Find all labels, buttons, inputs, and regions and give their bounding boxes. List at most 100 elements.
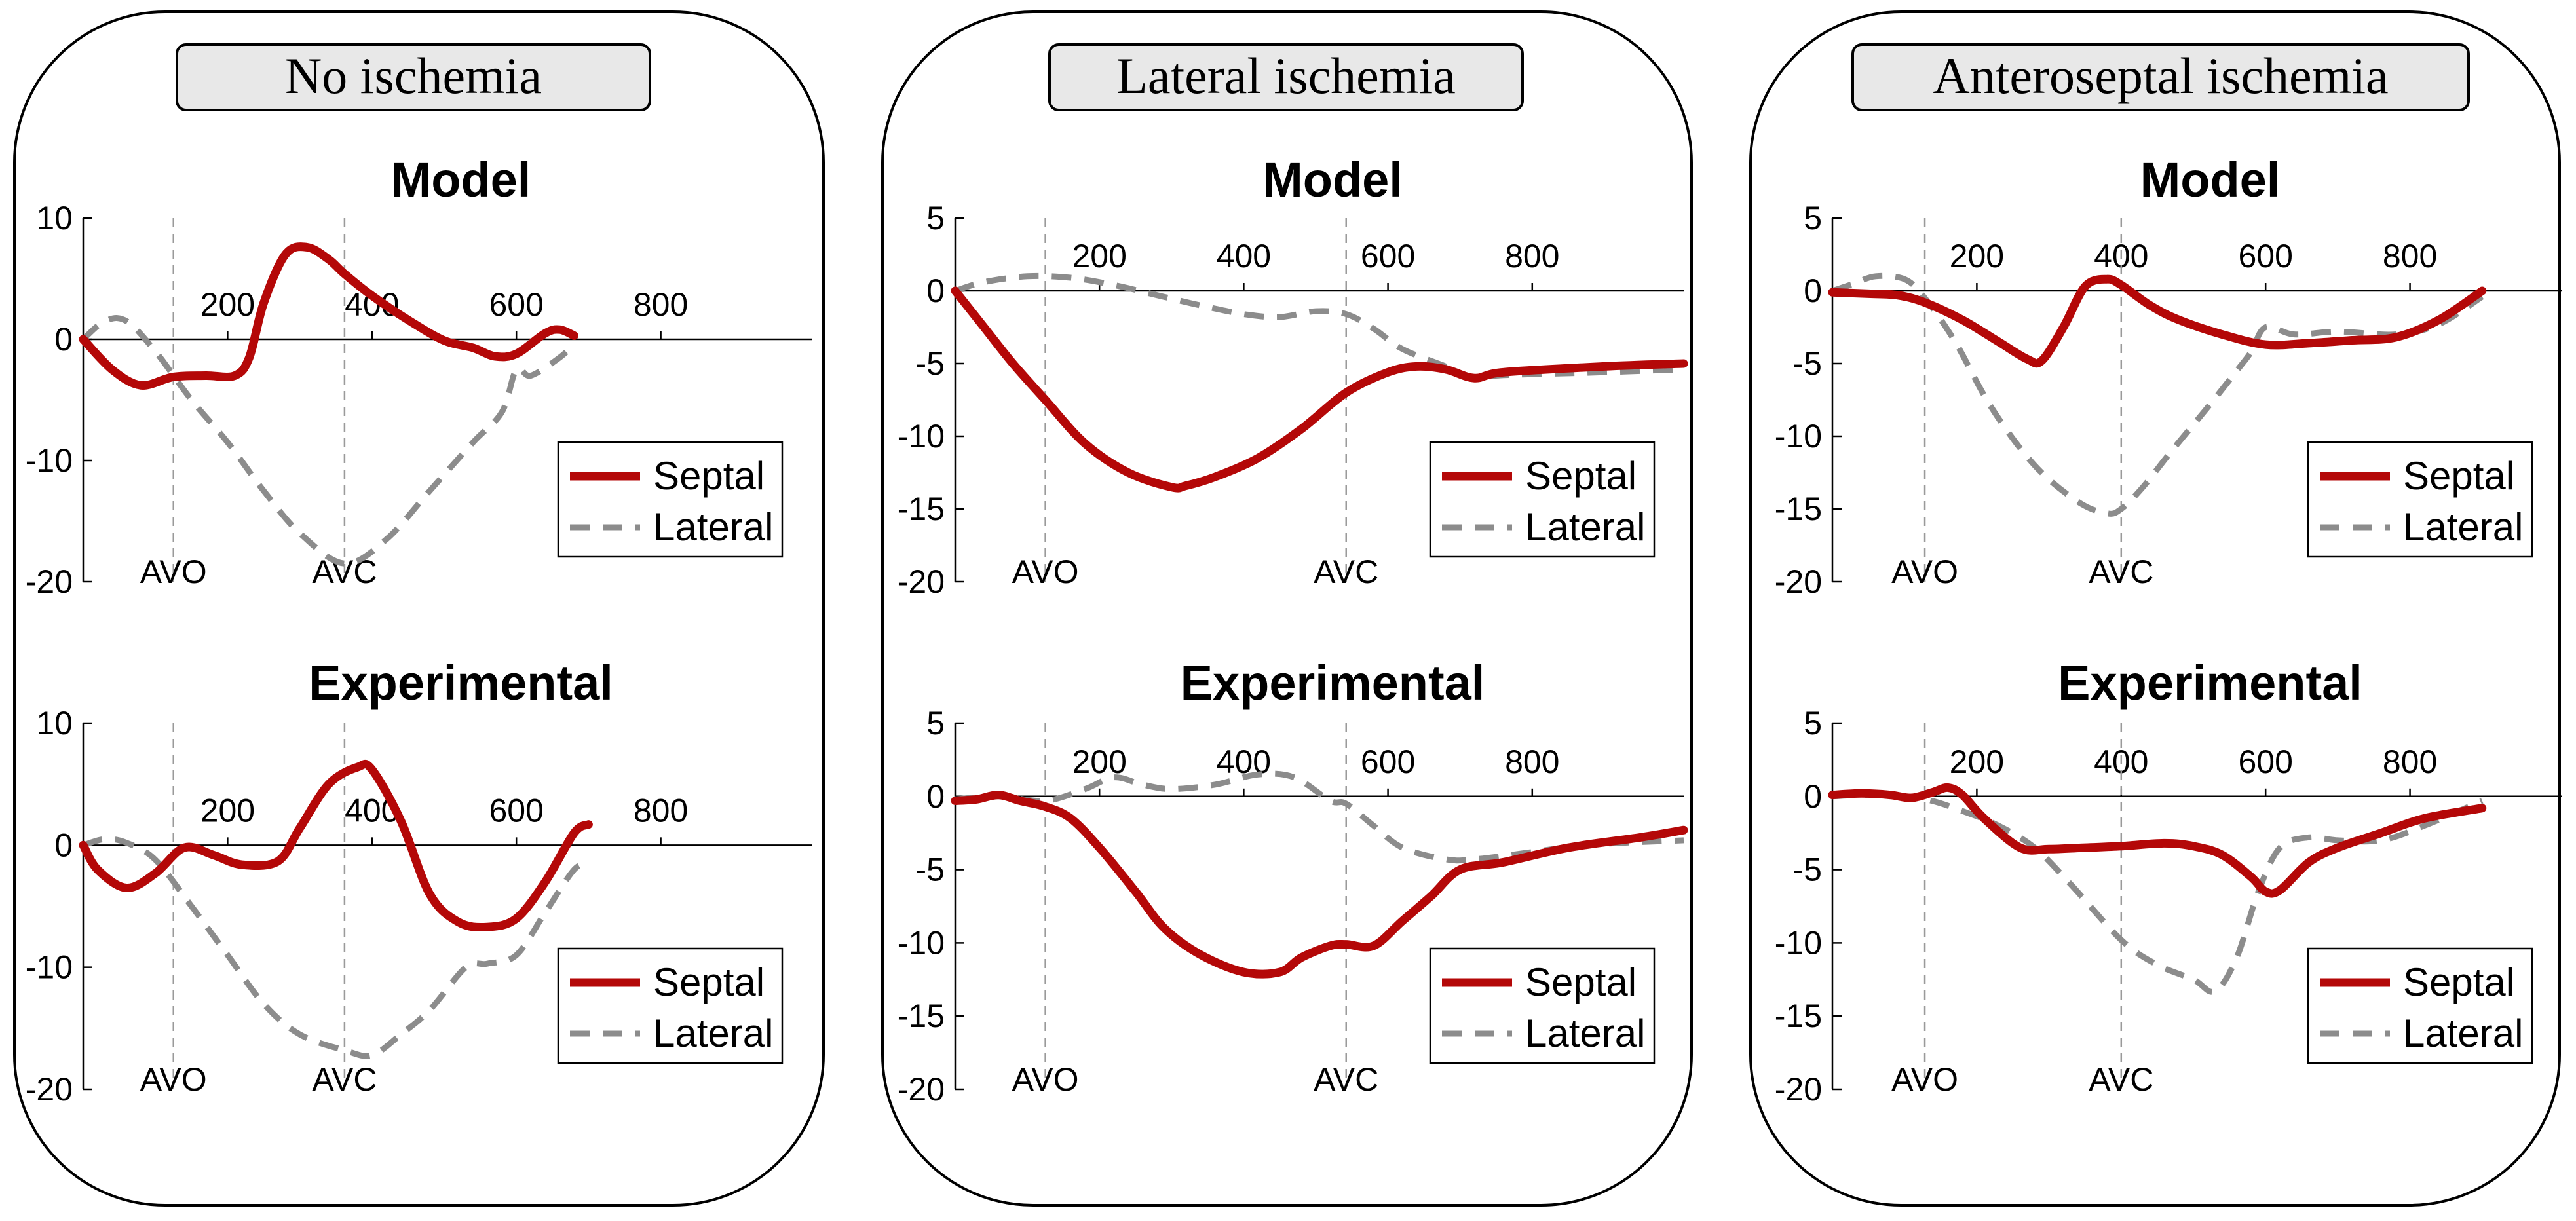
septal-series-line <box>1828 783 2487 898</box>
y-tick-label: -10 <box>26 442 73 479</box>
avc-label: AVC <box>312 1061 377 1098</box>
x-tick-label: 200 <box>1950 238 2004 274</box>
x-tick-label: 600 <box>2238 238 2292 274</box>
septal-series-line <box>951 791 1688 979</box>
lateral-series-line <box>955 770 1684 864</box>
y-tick-label: 0 <box>926 778 945 815</box>
avc-label: AVC <box>1314 1061 1378 1098</box>
septal-series-line <box>951 286 1688 493</box>
y-tick-label: -10 <box>898 924 945 961</box>
x-tick-label: 600 <box>1361 743 1415 780</box>
avo-label: AVO <box>1891 1061 1958 1098</box>
x-tick-label: 800 <box>2383 743 2437 780</box>
avo-label: AVO <box>140 554 207 590</box>
x-tick-label: 800 <box>1505 743 1559 780</box>
y-tick-label: -20 <box>898 563 945 600</box>
septal-series-line <box>1828 274 2487 368</box>
x-tick-label: 200 <box>1072 238 1126 274</box>
y-tick-label: 10 <box>36 200 73 236</box>
legend-lateral-label: Lateral <box>2403 1011 2523 1055</box>
avc-label: AVC <box>2089 1061 2153 1098</box>
plot-title: Experimental <box>309 656 613 710</box>
legend-box <box>2307 441 2533 558</box>
avo-label: AVO <box>140 1061 207 1098</box>
avo-label: AVO <box>1012 554 1079 590</box>
y-tick-label: 0 <box>1804 778 1822 815</box>
x-tick-label: 200 <box>200 792 255 829</box>
avc-label: AVC <box>1314 554 1378 590</box>
x-tick-label: 600 <box>489 792 543 829</box>
legend-box <box>2307 947 2533 1064</box>
plot-title: Model <box>391 153 531 207</box>
y-tick-label: -20 <box>898 1071 945 1108</box>
legend-box <box>557 441 784 558</box>
lateral-series-line <box>81 315 577 567</box>
panel-frame <box>13 10 825 1207</box>
panel-header-box <box>176 43 651 111</box>
legend-lateral-label: Lateral <box>2403 505 2523 549</box>
legend-box <box>1429 947 1656 1064</box>
y-tick-label: -5 <box>916 345 945 382</box>
legend-box <box>1429 441 1656 558</box>
y-tick-label: -10 <box>26 949 73 986</box>
legend: Septal Lateral <box>2307 441 2533 558</box>
y-tick-label: 10 <box>36 705 73 742</box>
y-tick-label: 0 <box>926 272 945 309</box>
avo-label: AVO <box>1012 1061 1079 1098</box>
avc-label: AVC <box>312 554 377 590</box>
legend-lateral-label: Lateral <box>653 1011 773 1055</box>
y-tick-label: 5 <box>926 200 945 236</box>
x-tick-label: 600 <box>489 286 543 323</box>
legend-septal-label: Septal <box>653 960 765 1004</box>
x-tick-label: 600 <box>2238 743 2292 780</box>
legend-lateral-label: Lateral <box>1525 505 1645 549</box>
y-tick-label: 5 <box>926 705 945 742</box>
legend: Septal Lateral <box>557 441 784 558</box>
legend-septal-label: Septal <box>2403 960 2514 1004</box>
x-tick-label: 200 <box>200 286 255 323</box>
y-tick-label: -20 <box>26 563 73 600</box>
y-tick-label: -15 <box>1775 491 1822 527</box>
legend-lateral-label: Lateral <box>653 505 773 549</box>
y-tick-label: -5 <box>1793 345 1822 382</box>
septal-series-line <box>79 242 578 390</box>
y-tick-label: -15 <box>898 491 945 527</box>
legend: Septal Lateral <box>557 947 784 1064</box>
panel-header-box <box>1048 43 1524 111</box>
lateral-series-line <box>1831 272 2484 517</box>
lateral-series-line <box>82 836 590 1059</box>
legend-septal-label: Septal <box>1525 960 1637 1004</box>
panel-header-box <box>1851 43 2470 111</box>
x-tick-label: 600 <box>1361 238 1415 274</box>
x-tick-label: 800 <box>634 286 688 323</box>
x-tick-label: 200 <box>1950 743 2004 780</box>
panel-header-label: No ischemia <box>285 47 542 104</box>
legend-lateral-label: Lateral <box>1525 1011 1645 1055</box>
legend-box <box>557 947 784 1064</box>
y-tick-label: 0 <box>54 827 73 863</box>
x-tick-label: 800 <box>634 792 688 829</box>
x-tick-label: 800 <box>1505 238 1559 274</box>
x-tick-label: 400 <box>1217 238 1271 274</box>
y-tick-label: -20 <box>26 1071 73 1108</box>
panel-frame <box>1749 10 2561 1207</box>
plot-title: Experimental <box>2058 656 2362 710</box>
y-tick-label: -10 <box>898 418 945 455</box>
legend: Septal Lateral <box>1429 947 1656 1064</box>
x-tick-label: 200 <box>1072 743 1126 780</box>
septal-series-line <box>79 759 593 932</box>
y-tick-label: -10 <box>1775 418 1822 455</box>
y-tick-label: -10 <box>1775 924 1822 961</box>
legend-septal-label: Septal <box>653 454 765 498</box>
panel-header-label: Anteroseptal ischemia <box>1933 47 2388 104</box>
y-tick-label: 5 <box>1804 200 1822 236</box>
x-tick-label: 800 <box>2383 238 2437 274</box>
